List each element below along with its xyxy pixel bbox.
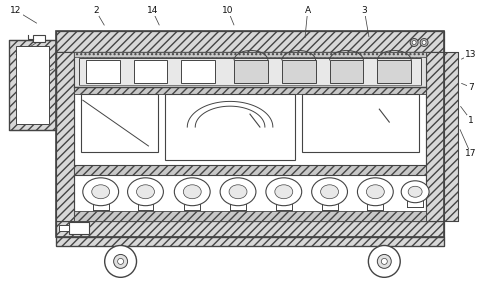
Text: 6: 6	[18, 83, 24, 92]
Bar	[56, 52, 74, 221]
Ellipse shape	[183, 185, 201, 199]
Text: 3: 3	[362, 6, 367, 15]
Bar	[165, 94, 295, 160]
Bar	[302, 94, 419, 152]
Bar	[74, 165, 426, 175]
Bar	[377, 60, 411, 83]
Circle shape	[104, 246, 137, 277]
Bar	[74, 87, 426, 221]
Circle shape	[412, 41, 416, 45]
Bar	[234, 60, 268, 83]
Text: 12: 12	[10, 6, 22, 15]
Bar	[56, 237, 444, 246]
Ellipse shape	[92, 185, 110, 199]
Bar	[59, 224, 69, 231]
Text: 10: 10	[222, 6, 234, 15]
Ellipse shape	[220, 178, 256, 206]
Bar	[74, 52, 426, 58]
Circle shape	[118, 258, 123, 265]
Bar	[74, 87, 426, 94]
Text: 13: 13	[465, 50, 477, 59]
Ellipse shape	[275, 185, 293, 199]
Bar	[81, 94, 158, 152]
Text: 2: 2	[93, 6, 99, 15]
Bar	[16, 47, 49, 124]
Text: 5: 5	[18, 48, 24, 57]
Bar	[56, 237, 444, 246]
Ellipse shape	[408, 186, 422, 197]
Circle shape	[368, 246, 400, 277]
Circle shape	[114, 254, 127, 268]
Bar	[181, 60, 215, 83]
Ellipse shape	[174, 178, 210, 206]
Ellipse shape	[266, 178, 302, 206]
Text: 14: 14	[147, 6, 158, 15]
Bar	[86, 60, 120, 83]
Bar	[56, 221, 444, 237]
Ellipse shape	[137, 185, 155, 199]
Text: 17: 17	[465, 149, 477, 158]
Bar	[330, 60, 364, 83]
Text: A: A	[305, 6, 311, 15]
Ellipse shape	[83, 178, 119, 206]
Bar	[74, 211, 426, 221]
Ellipse shape	[127, 178, 163, 206]
Bar	[9, 41, 56, 130]
Ellipse shape	[366, 185, 384, 199]
Ellipse shape	[229, 185, 247, 199]
Circle shape	[410, 39, 418, 47]
Circle shape	[377, 254, 391, 268]
Ellipse shape	[357, 178, 393, 206]
Bar	[444, 52, 458, 221]
Bar	[79, 58, 421, 85]
Bar	[444, 52, 458, 221]
Circle shape	[422, 41, 426, 45]
Bar	[56, 30, 444, 237]
Ellipse shape	[321, 185, 339, 199]
Bar	[33, 34, 45, 43]
Circle shape	[420, 39, 428, 47]
Bar	[426, 52, 444, 221]
Circle shape	[382, 258, 387, 265]
Ellipse shape	[401, 181, 429, 203]
Bar	[134, 60, 167, 83]
Bar	[74, 52, 426, 87]
Text: 1: 1	[468, 116, 474, 125]
Bar	[9, 41, 56, 130]
Text: 7: 7	[468, 83, 474, 92]
Bar	[282, 60, 315, 83]
Bar	[69, 222, 89, 233]
Bar	[56, 30, 444, 52]
Ellipse shape	[312, 178, 347, 206]
